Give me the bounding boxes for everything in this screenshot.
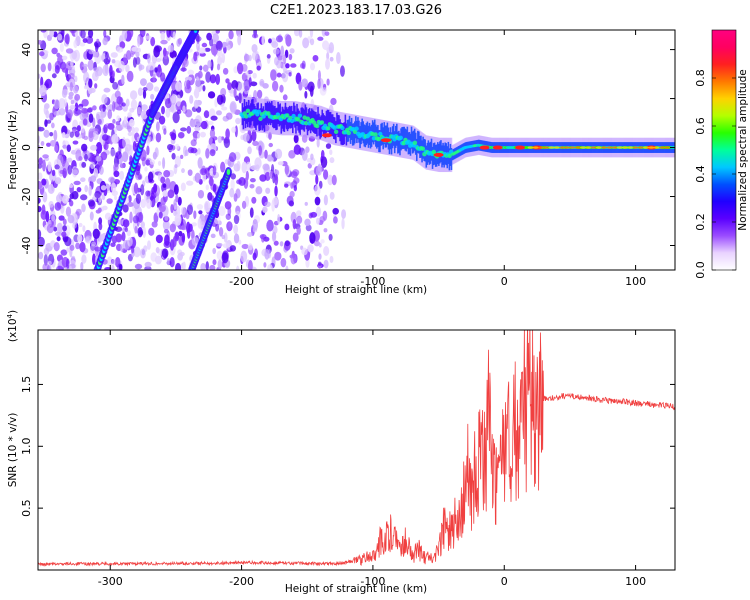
spectrogram-xtick-label: -300 (98, 275, 123, 288)
svg-text:(x104): (x104) (6, 310, 19, 342)
colorbar-tick-label: 0.8 (694, 69, 707, 87)
snr-xtick-label: -100 (360, 575, 385, 588)
spectrogram-x-axis-label: Height of straight line (km) (285, 284, 427, 296)
snr-ytick-label: 1.0 (20, 438, 33, 456)
colorbar-gradient (711, 29, 737, 271)
snr-plot: -300 -200 -100 0 100 0.5 1.0 1.5 Height of stra… (6, 310, 676, 595)
spectrogram-ytick-label: -20 (20, 188, 33, 206)
snr-y-axis-label: SNR (10 * v/v) (7, 413, 19, 488)
colorbar-tick-label: 0.0 (694, 261, 707, 279)
spectrogram-ytick-label: 20 (20, 92, 33, 106)
snr-xtick-label: -300 (98, 575, 123, 588)
snr-xtick-label: 0 (501, 575, 508, 588)
snr-series-line (38, 330, 675, 567)
colorbar: 0.0 0.2 0.4 0.6 0.8 Normalized spectral ampl… (694, 29, 749, 279)
spectrogram-xtick-label: -100 (360, 275, 385, 288)
spectrogram-ytick-label: 0 (20, 144, 33, 151)
snr-scale-label: (x104) (6, 310, 19, 342)
colorbar-tick-label: 0.6 (694, 117, 707, 135)
snr-ytick-label: 0.5 (20, 499, 33, 516)
spectrogram-y-axis-label: Frequency (Hz) (7, 110, 19, 189)
figure-title: C2E1.2023.183.17.03.G26 (270, 3, 442, 18)
spectrogram-xtick-label: 0 (501, 275, 508, 288)
snr-x-axis-label: Height of straight line (km) (285, 583, 427, 595)
colorbar-label: Normalized spectral amplitude (737, 69, 749, 230)
snr-xtick-label: 100 (625, 575, 646, 588)
snr-ytick-label: 1.5 (20, 376, 33, 394)
colorbar-tick-label: 0.4 (694, 165, 707, 183)
spectrogram-ytick-label: -40 (20, 237, 33, 255)
snr-xtick-label: -200 (229, 575, 254, 588)
colorbar-tick-label: 0.2 (694, 213, 707, 231)
snr-scale-exponent: 4 (6, 313, 14, 318)
spectrogram-xtick-label: 100 (625, 275, 646, 288)
spectrogram-ytick-label: 40 (20, 43, 33, 57)
spectrogram-xtick-label: -200 (229, 275, 254, 288)
snr-scale-prefix: (x10 (7, 318, 19, 342)
